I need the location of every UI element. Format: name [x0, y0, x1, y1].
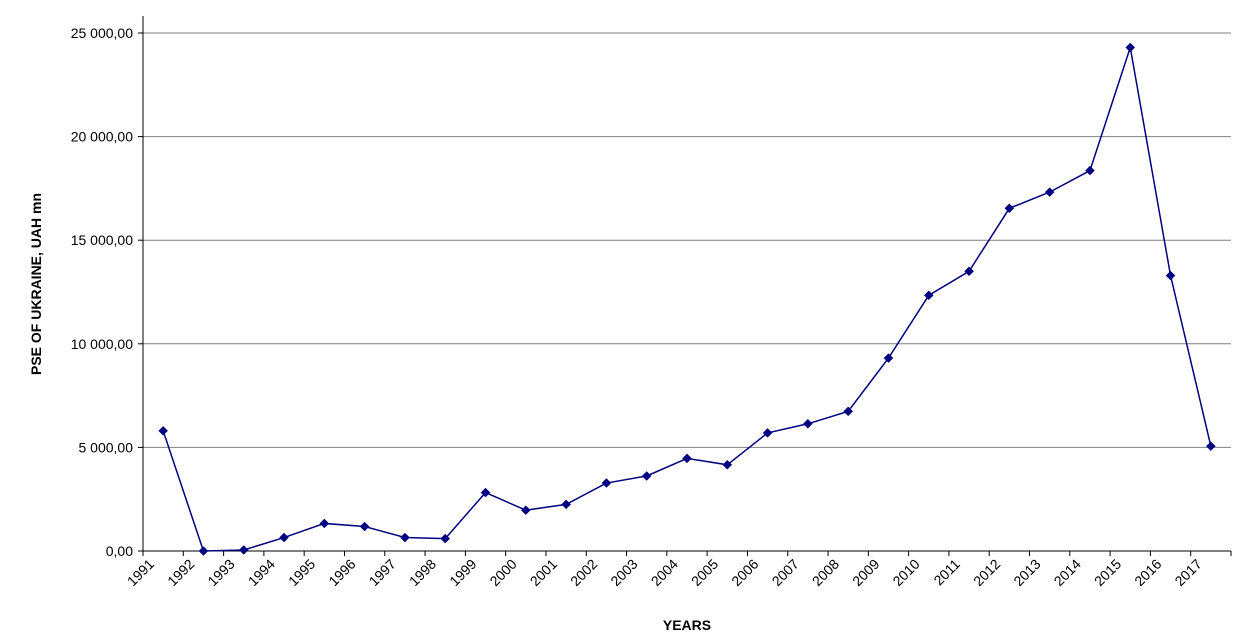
x-tick-label: 2009 [849, 556, 882, 589]
gridlines [143, 32, 1231, 448]
x-tick-label: 2000 [486, 556, 519, 589]
x-tick-label: 1992 [164, 556, 197, 589]
data-point [641, 471, 652, 481]
x-tick-labels: 1991 1992 1993 1994 1995 1996 1997 1998 1999 2000… [124, 556, 1205, 589]
y-tick-label: 25 000,00 [71, 25, 133, 41]
x-tick-label: 1997 [366, 556, 399, 589]
y-tick-label: 0,00 [106, 543, 133, 559]
x-tick-label: 1995 [285, 556, 318, 589]
x-tick-label: 2004 [648, 556, 681, 589]
data-point [1004, 203, 1015, 214]
x-tick-label: 2015 [1091, 556, 1124, 589]
x-tick-label: 1994 [245, 556, 278, 589]
x-tick-label: 1999 [446, 556, 479, 589]
x-tick-label: 2013 [1010, 556, 1043, 589]
data-point [480, 487, 491, 498]
x-tick-label: 2010 [889, 556, 922, 589]
data-point [601, 478, 612, 488]
series-line [162, 47, 1212, 552]
y-tick-label: 20 000,00 [71, 129, 133, 145]
data-point [319, 518, 330, 529]
x-tick-label: 1993 [204, 556, 237, 589]
data-point [279, 532, 289, 543]
x-tick-label: 1996 [325, 556, 358, 589]
data-point [883, 353, 894, 363]
data-point [158, 425, 169, 436]
x-tick-label: 1998 [406, 556, 439, 589]
y-tick-labels: 0,00 5 000,00 10 000,00 15 000,00 20 000,00 2… [71, 25, 134, 559]
x-tick-label: 2017 [1171, 556, 1204, 589]
y-axis-title: PSE OF UKRAINE, UAH mn [28, 193, 44, 375]
x-tick-label: 2005 [688, 556, 721, 589]
y-tick-label: 15 000,00 [71, 232, 133, 248]
data-point [964, 266, 974, 277]
x-tick-label: 2016 [1131, 556, 1164, 589]
x-axis-title: YEARS [663, 617, 711, 633]
axes [138, 16, 1232, 556]
x-tick-label: 2007 [769, 556, 802, 589]
data-point [238, 545, 249, 555]
x-tick-label: 2006 [728, 556, 761, 589]
data-point [1205, 441, 1216, 452]
data-point [843, 406, 854, 417]
data-point [803, 418, 813, 429]
data-point [400, 532, 410, 543]
data-point [722, 459, 733, 470]
y-tick-label: 10 000,00 [71, 336, 133, 352]
x-tick-label: 2012 [970, 556, 1003, 589]
data-point [1125, 42, 1136, 53]
data-point [440, 533, 451, 544]
x-tick-label: 2001 [527, 556, 560, 589]
x-tick-label: 2002 [567, 556, 600, 589]
data-point [198, 546, 209, 556]
data-point [561, 499, 571, 510]
data-point [1044, 187, 1055, 197]
x-tick-label: 2008 [809, 556, 842, 589]
data-point [1165, 270, 1176, 281]
data-point [923, 290, 934, 301]
x-tick-label: 2011 [930, 556, 963, 589]
data-point [682, 453, 692, 464]
x-tick-label: 1991 [124, 556, 157, 589]
data-point [762, 428, 773, 438]
data-point [1085, 165, 1095, 176]
y-tick-label: 5 000,00 [79, 439, 134, 455]
x-tick-label: 2014 [1051, 556, 1084, 589]
data-point [359, 521, 370, 532]
series [158, 42, 1216, 556]
data-point [520, 505, 531, 516]
x-tick-label: 2003 [607, 556, 640, 589]
